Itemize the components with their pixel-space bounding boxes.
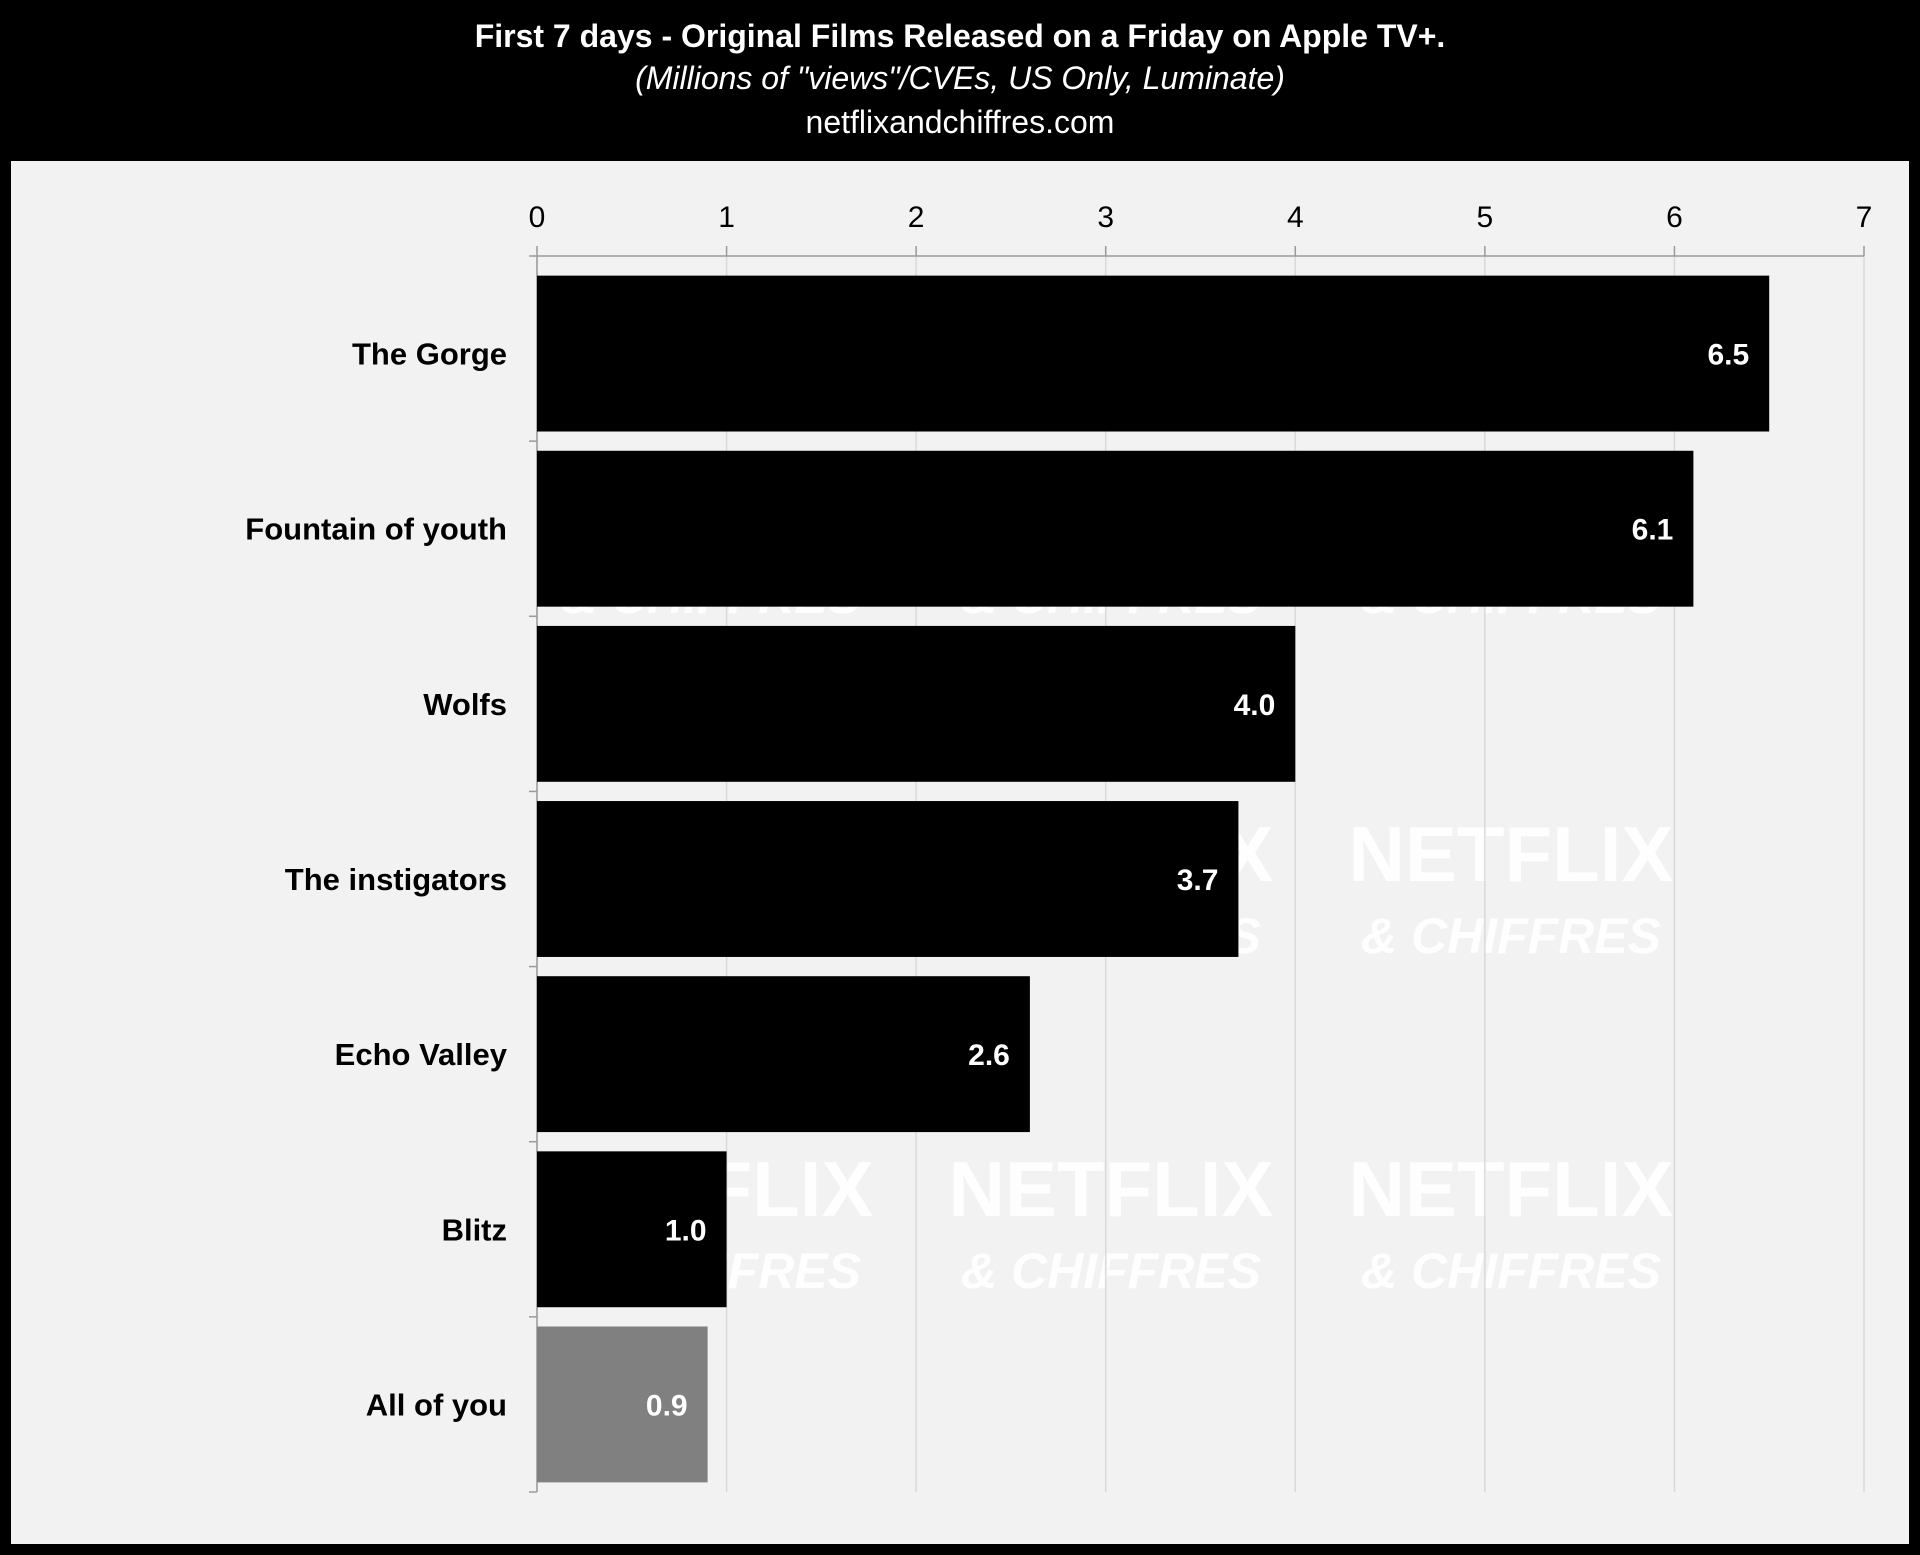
- bar-value-label: 1.0: [665, 1214, 707, 1247]
- bar: [537, 275, 1770, 432]
- chart-title: First 7 days - Original Films Released o…: [474, 18, 1446, 54]
- bar-value-label: 3.7: [1177, 864, 1219, 897]
- bar-chart: NETFLIX & CHIFFRES NETFLIX & CHIFFRES NETFLI…: [245, 201, 1873, 1493]
- category-label: Wolfs: [423, 687, 507, 722]
- category-label: The instigators: [285, 862, 507, 897]
- x-tick-label: 6: [1666, 201, 1683, 234]
- watermark-text: & CHIFFRES: [1361, 908, 1661, 964]
- chart-header: First 7 days - Original Films Released o…: [0, 0, 1920, 161]
- watermark-text: NETFLIX: [1349, 1145, 1674, 1233]
- source-credit: netflixandchiffres.com: [805, 104, 1115, 140]
- chart-subtitle: (Millions of "views"/CVEs, US Only, Lumi…: [635, 60, 1285, 96]
- category-label: Blitz: [442, 1212, 507, 1247]
- bar: [537, 976, 1030, 1133]
- x-tick-label: 5: [1477, 201, 1494, 234]
- bar-value-label: 4.0: [1234, 689, 1276, 722]
- watermark-text: NETFLIX: [949, 1145, 1274, 1233]
- x-tick-label: 7: [1856, 201, 1873, 234]
- bar-value-label: 0.9: [646, 1389, 688, 1422]
- x-tick-label: 4: [1287, 201, 1304, 234]
- bar: [537, 801, 1239, 957]
- bar: [537, 450, 1694, 607]
- chart-panel: NETFLIX & CHIFFRES NETFLIX & CHIFFRES NETFLI…: [11, 161, 1909, 1544]
- category-label: All of you: [366, 1387, 507, 1422]
- bar: [537, 1151, 727, 1308]
- x-tick-label: 2: [908, 201, 925, 234]
- category-label: Echo Valley: [335, 1037, 508, 1072]
- x-tick-label: 3: [1097, 201, 1114, 234]
- x-tick-label: 0: [529, 201, 546, 234]
- watermark-text: & CHIFFRES: [961, 1243, 1261, 1299]
- category-label: Fountain of youth: [245, 512, 507, 547]
- bar-value-label: 6.5: [1707, 339, 1749, 372]
- watermark-text: NETFLIX: [1349, 810, 1674, 898]
- bar-value-label: 2.6: [968, 1039, 1010, 1072]
- bar: [537, 625, 1296, 782]
- bar-value-label: 6.1: [1632, 514, 1674, 547]
- watermark-text: & CHIFFRES: [1361, 1243, 1661, 1299]
- bar: [537, 1326, 708, 1483]
- x-tick-label: 1: [718, 201, 735, 234]
- category-label: The Gorge: [352, 337, 507, 372]
